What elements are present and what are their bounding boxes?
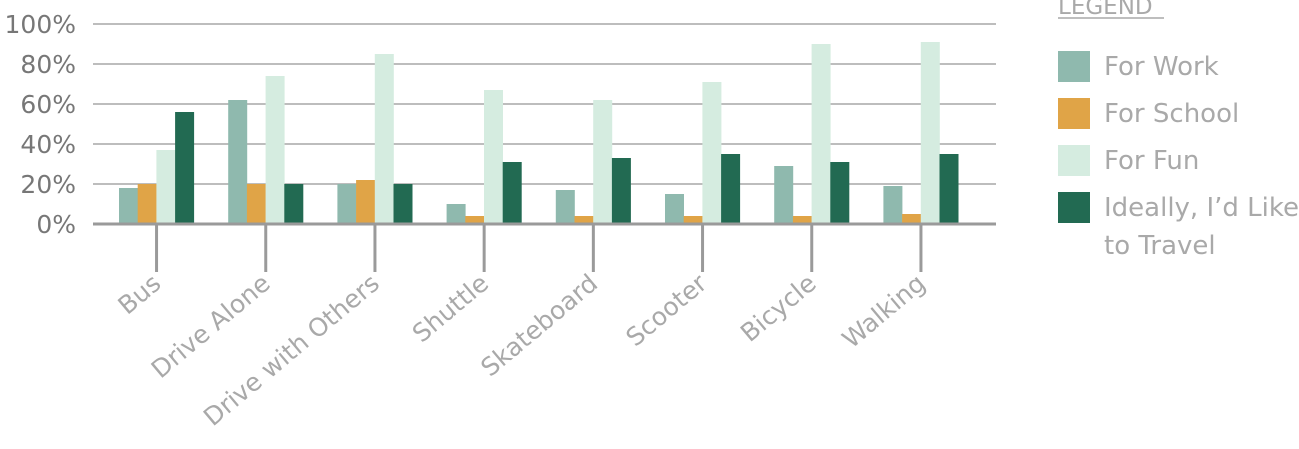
x-tick-label: Bicycle (735, 268, 822, 347)
bar (228, 100, 247, 224)
x-tick-label: Skateboard (475, 268, 603, 382)
bar (940, 154, 959, 224)
bar (883, 186, 902, 224)
bar (138, 184, 157, 224)
bar (721, 154, 740, 224)
legend-swatch (1058, 192, 1090, 223)
legend-label: Ideally, I’d Like to Travel (1104, 193, 1299, 261)
bar (830, 162, 849, 224)
bar (247, 184, 266, 224)
bar (156, 150, 175, 224)
x-tick-label: Bus (113, 268, 167, 320)
bar (375, 54, 394, 224)
bar (503, 162, 522, 224)
bar (774, 166, 793, 224)
bar (447, 204, 466, 224)
bar (593, 100, 612, 224)
bar (284, 184, 303, 224)
y-tick-label: 100% (5, 10, 76, 39)
bar (612, 158, 631, 224)
legend-swatch (1058, 98, 1090, 129)
bar (394, 184, 413, 224)
bar (337, 184, 356, 224)
bars (119, 42, 959, 224)
legend-swatch (1058, 51, 1090, 82)
y-tick-label: 80% (20, 50, 76, 79)
y-tick-label: 60% (20, 90, 76, 119)
bar (702, 82, 721, 224)
bar (356, 180, 375, 224)
legend-label: For Work (1104, 52, 1219, 82)
x-axis (93, 224, 996, 272)
y-tick-label: 40% (20, 130, 76, 159)
bar (556, 190, 575, 224)
bar (921, 42, 940, 224)
legend-title: LEGEND (1058, 0, 1153, 20)
bar (484, 90, 503, 224)
x-tick-label: Drive with Others (198, 268, 385, 431)
x-tick-label: Scooter (620, 268, 712, 352)
bar (175, 112, 194, 224)
bar (266, 76, 285, 224)
x-tick-label: Shuttle (407, 268, 494, 348)
x-tick-label: Walking (837, 268, 931, 354)
y-tick-label: 20% (20, 170, 76, 199)
bar (665, 194, 684, 224)
y-tick-label: 0% (36, 210, 76, 239)
bar (119, 188, 138, 224)
bar (812, 44, 831, 224)
legend-label: For Fun (1104, 146, 1199, 176)
legend-label: For School (1104, 99, 1239, 129)
legend: LEGEND For Work For School For Fun Ideally,… (1058, 0, 1299, 261)
legend-swatch (1058, 145, 1090, 176)
y-axis-ticks: 0% 20% 40% 60% 80% 100% (5, 10, 76, 239)
